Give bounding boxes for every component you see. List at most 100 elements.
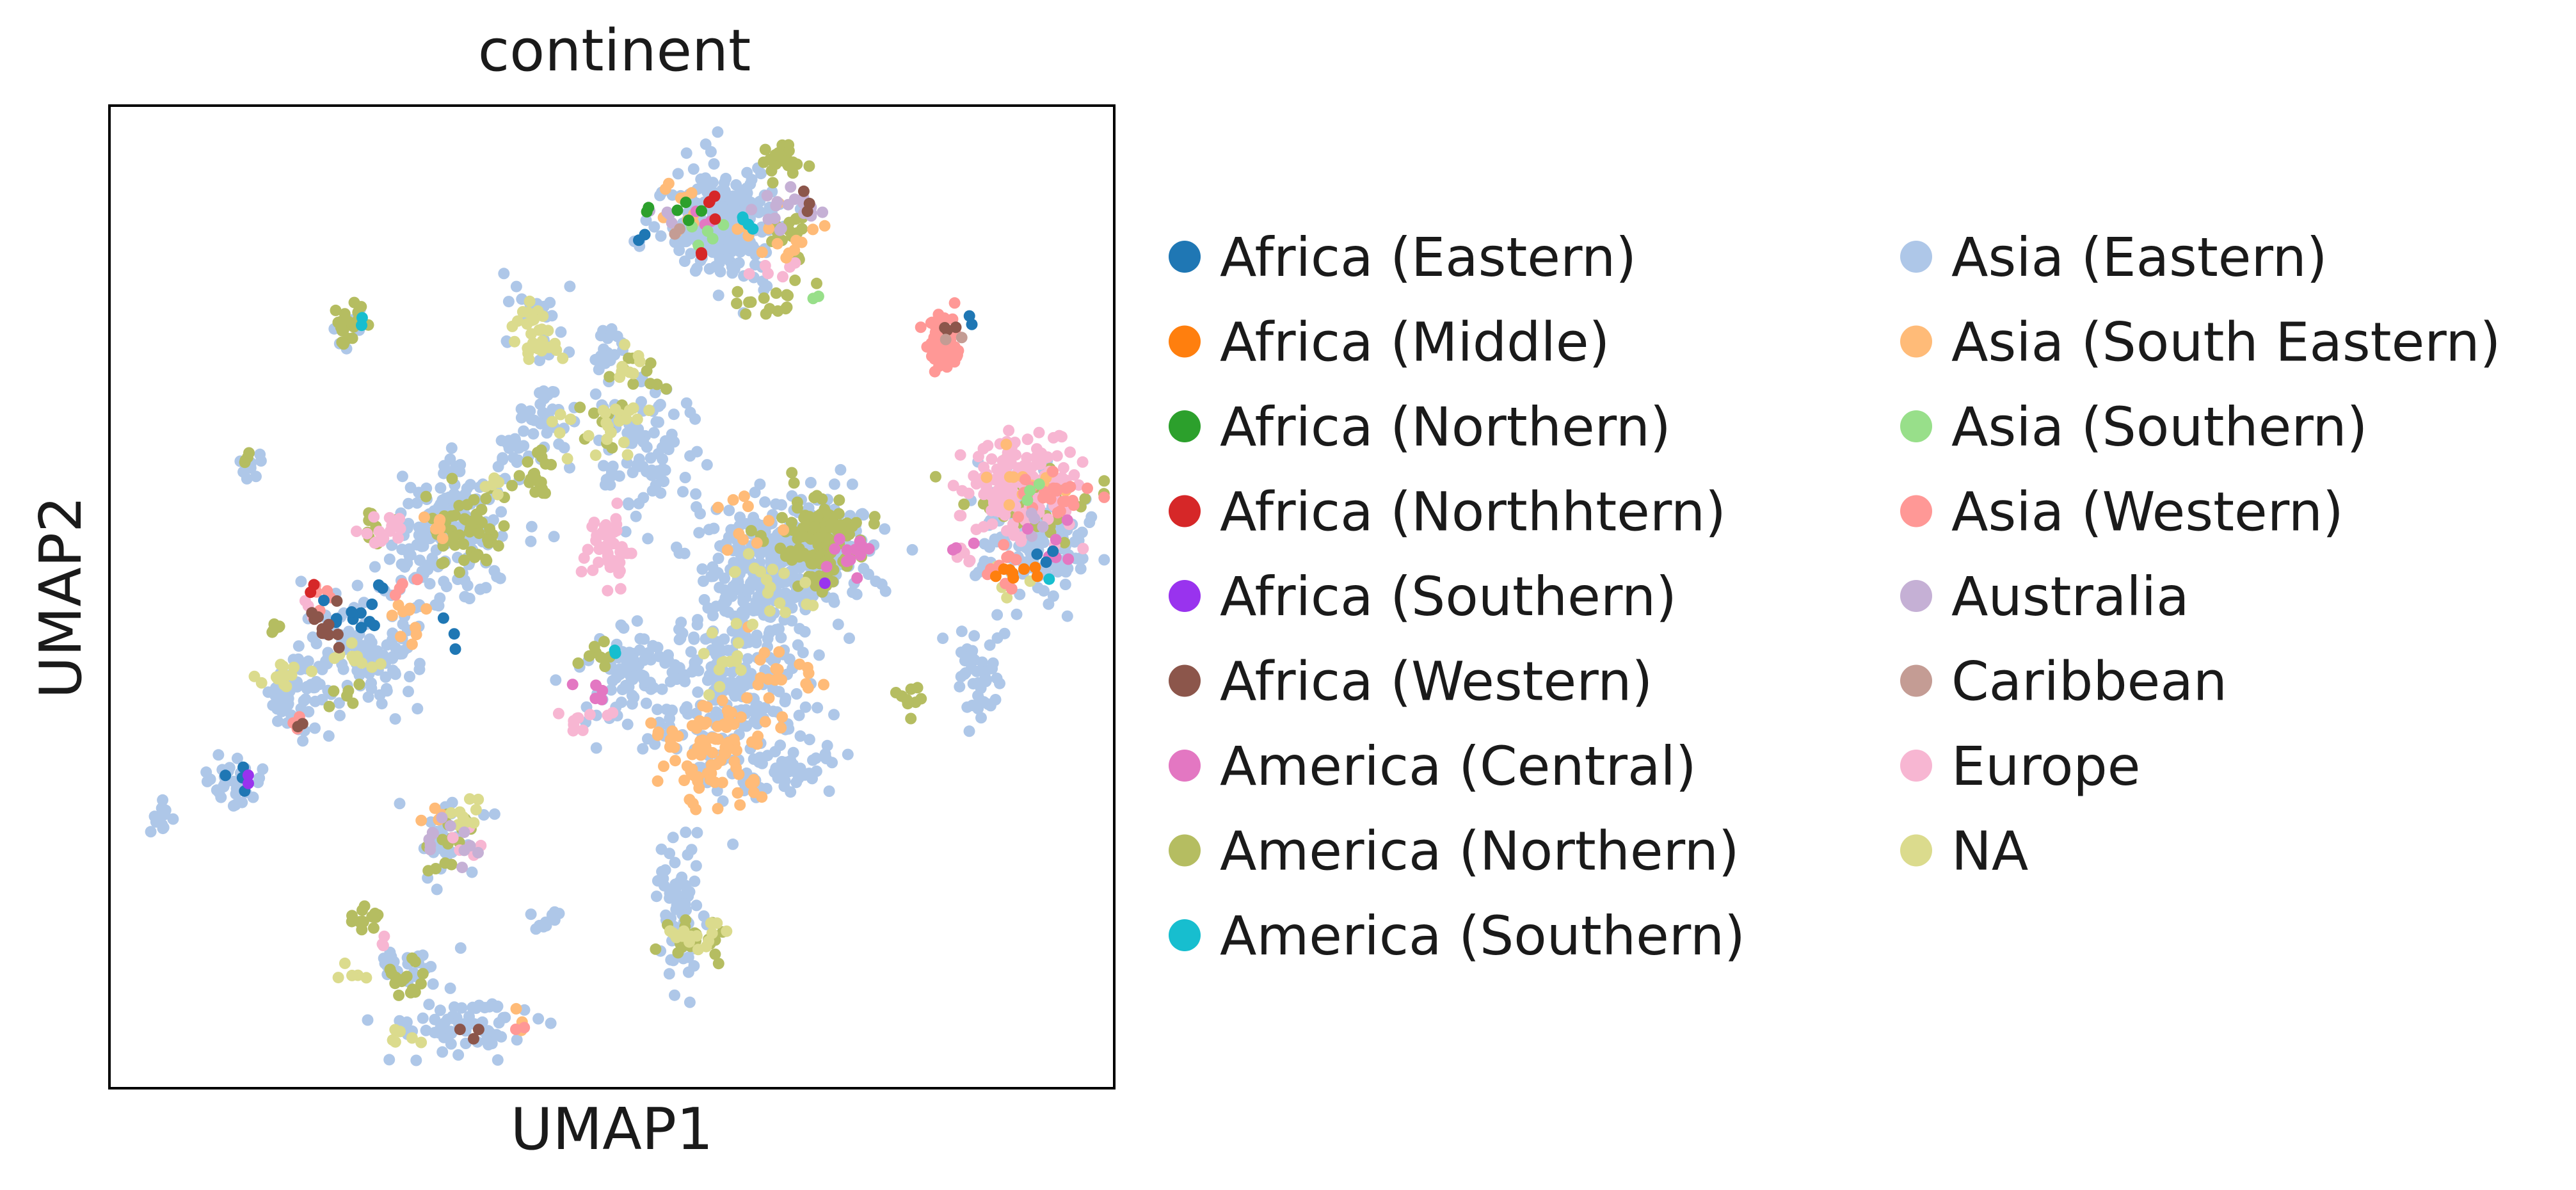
legend-marker: [1169, 580, 1201, 612]
scatter-point: [937, 632, 949, 645]
scatter-point: [243, 777, 254, 789]
scatter-point: [769, 149, 781, 161]
legend-marker: [1169, 495, 1201, 527]
scatter-point: [1031, 548, 1043, 560]
scatter-point: [678, 255, 691, 268]
scatter-point: [614, 565, 626, 577]
scatter-point: [380, 671, 392, 683]
legend: Africa (Eastern) Africa (Middle) Africa (N…: [1169, 226, 2500, 967]
scatter-point: [905, 683, 917, 695]
scatter-point: [828, 478, 840, 490]
scatter-point: [740, 720, 753, 732]
legend-label: Africa (Southern): [1220, 565, 1677, 628]
scatter-point: [690, 488, 702, 500]
scatter-point: [929, 470, 941, 483]
scatter-point: [555, 326, 567, 338]
scatter-point: [841, 544, 853, 556]
scatter-point: [364, 644, 376, 656]
scatter-point: [890, 687, 902, 698]
plot-area-background: [109, 106, 1114, 1088]
scatter-point: [445, 807, 457, 819]
scatter-point: [693, 782, 705, 794]
scatter-point: [997, 463, 1009, 476]
scatter-point: [789, 257, 801, 269]
scatter-point: [518, 425, 530, 437]
scatter-point: [572, 657, 584, 669]
scatter-point: [393, 989, 405, 1001]
scatter-point: [446, 472, 458, 485]
scatter-point: [783, 653, 796, 665]
scatter-point: [509, 335, 520, 348]
scatter-point: [491, 570, 503, 583]
scatter-point: [468, 551, 481, 563]
scatter-point: [651, 378, 663, 390]
scatter-point: [803, 734, 815, 746]
scatter-point: [513, 470, 525, 482]
scatter-point: [797, 185, 810, 197]
scatter-point: [447, 832, 459, 844]
scatter-point: [812, 511, 824, 522]
scatter-point: [650, 943, 662, 955]
scatter-point: [759, 702, 771, 714]
scatter-point: [673, 245, 685, 257]
scatter-point: [637, 492, 650, 504]
series-3-points: [305, 190, 721, 599]
scatter-point: [452, 1049, 465, 1061]
scatter-point: [779, 696, 791, 708]
scatter-point: [362, 691, 374, 703]
scatter-point: [445, 442, 458, 454]
scatter-point: [760, 782, 772, 794]
scatter-point: [330, 304, 342, 316]
scatter-point: [510, 1002, 522, 1015]
scatter-point: [554, 408, 566, 421]
scatter-point: [679, 472, 691, 483]
scatter-point: [666, 704, 678, 716]
scatter-point: [1029, 561, 1041, 574]
scatter-point: [228, 775, 240, 787]
scatter-point: [799, 701, 812, 713]
scatter-point: [438, 556, 450, 568]
scatter-point: [427, 978, 439, 990]
scatter-point: [625, 673, 637, 685]
scatter-point: [458, 826, 470, 839]
scatter-point: [466, 866, 478, 878]
scatter-point: [684, 450, 696, 462]
scatter-point: [243, 447, 255, 459]
scatter-point: [403, 497, 415, 510]
scatter-point: [535, 444, 547, 456]
scatter-point: [905, 712, 917, 725]
scatter-point: [361, 527, 373, 540]
scatter-point: [614, 663, 626, 675]
scatter-point: [641, 441, 653, 453]
scatter-point: [742, 653, 754, 665]
scatter-point: [743, 296, 755, 309]
scatter-point: [690, 860, 702, 872]
scatter-point: [631, 414, 643, 425]
scatter-point: [524, 405, 536, 417]
scatter-point: [696, 563, 708, 575]
scatter-point: [362, 1014, 374, 1026]
scatter-point: [384, 963, 396, 976]
legend-marker: [1900, 495, 1932, 527]
scatter-point: [970, 478, 982, 490]
scatter-point: [701, 459, 713, 471]
scatter-point: [516, 306, 529, 318]
scatter-point: [819, 748, 831, 760]
scatter-point: [734, 684, 746, 696]
scatter-point: [671, 542, 682, 553]
scatter-point: [756, 246, 768, 259]
series-13-points: [423, 181, 1049, 874]
scatter-point: [790, 776, 803, 789]
scatter-point: [785, 181, 797, 193]
scatter-point: [1000, 484, 1012, 496]
scatter-point: [1010, 449, 1021, 461]
scatter-point: [604, 371, 616, 383]
scatter-point: [637, 460, 649, 472]
scatter-point: [386, 609, 398, 622]
scatter-point: [719, 572, 731, 584]
scatter-point: [593, 556, 605, 568]
scatter-point: [716, 695, 728, 707]
scatter-point: [415, 977, 427, 990]
scatter-point: [396, 976, 408, 988]
